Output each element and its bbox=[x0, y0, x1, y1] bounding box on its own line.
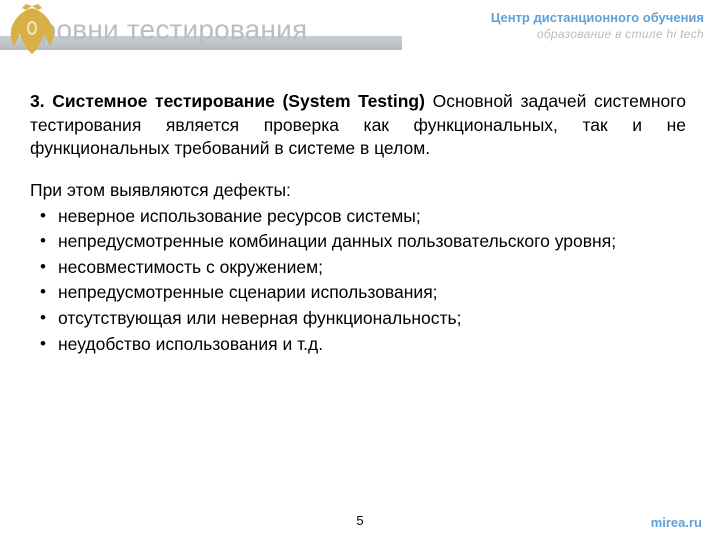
defects-list: неверное использование ресурсов системы;… bbox=[30, 205, 686, 357]
slide-body: 3. Системное тестирование (System Testin… bbox=[30, 90, 686, 358]
slide-title: Уровни тестирования bbox=[24, 14, 307, 46]
item-number: 3. bbox=[30, 91, 45, 111]
list-item: непредусмотренные комбинации данных поль… bbox=[30, 230, 686, 254]
brand-name: Центр дистанционного обучения bbox=[491, 10, 704, 25]
header: Уровни тестирования Центр дистанционного… bbox=[0, 0, 720, 72]
list-item: несовместимость с окружением; bbox=[30, 256, 686, 280]
page-number: 5 bbox=[356, 513, 363, 528]
list-item: неверное использование ресурсов системы; bbox=[30, 205, 686, 229]
eagle-logo-icon bbox=[6, 2, 58, 58]
brand-tagline: образование в стиле hi tech bbox=[537, 27, 704, 41]
list-item: отсутствующая или неверная функционально… bbox=[30, 307, 686, 331]
term-bold: Системное тестирование (System Testing) bbox=[52, 91, 425, 111]
numbered-paragraph: 3. Системное тестирование (System Testin… bbox=[30, 90, 686, 161]
list-item: непредусмотренные сценарии использования… bbox=[30, 281, 686, 305]
defects-lead: При этом выявляются дефекты: bbox=[30, 179, 686, 203]
list-item: неудобство использования и т.д. bbox=[30, 333, 686, 357]
site-url: mirea.ru bbox=[651, 515, 702, 530]
